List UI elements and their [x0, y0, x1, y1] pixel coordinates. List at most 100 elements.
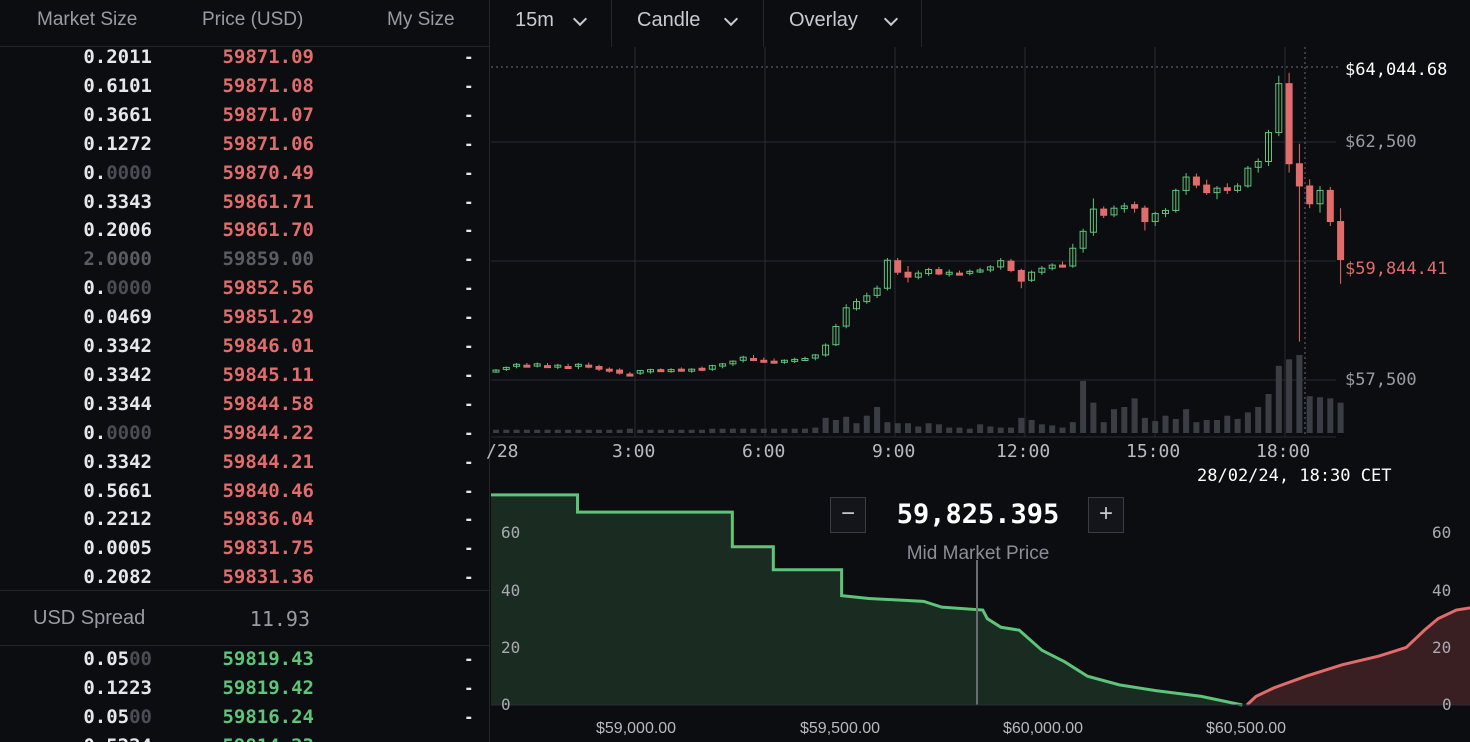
depth-y-label-left: 60 [501, 523, 521, 542]
chart-type-select[interactable]: Candle [612, 0, 764, 47]
ask-row[interactable]: 0.2006 59861.70 - [0, 216, 489, 245]
ask-row[interactable]: 0.2011 59871.09 - [0, 43, 489, 72]
chart-type-value: Candle [637, 9, 701, 31]
bid-row[interactable]: 0.0500 59819.43 - [0, 645, 489, 674]
volume-bar [1172, 418, 1179, 433]
ask-row[interactable]: 0.3342 59846.01 - [0, 332, 489, 361]
overlay-select[interactable]: Overlay [764, 0, 922, 47]
ask-row[interactable]: 0.3342 59845.11 - [0, 361, 489, 390]
zoom-in-button[interactable]: + [1088, 497, 1124, 533]
price-header[interactable]: Price (USD) [202, 9, 304, 30]
candle-body [1265, 132, 1272, 163]
candle-body [729, 360, 737, 365]
chart-toolbar: 15m Candle Overlay [491, 0, 1470, 47]
candle-body [1131, 204, 1139, 209]
volume-bar [791, 428, 798, 433]
my-size: - [465, 307, 472, 329]
interval-select[interactable]: 15m [491, 0, 612, 47]
price: 59859.00 [222, 248, 314, 271]
price: 59845.11 [222, 363, 314, 386]
volume-bar [1121, 407, 1128, 433]
candle-body [1059, 264, 1066, 268]
market-size: 0.3343 [83, 190, 152, 213]
ask-row[interactable]: 0.2082 59831.36 - [0, 563, 489, 592]
ask-row[interactable]: 0.0000 59852.56 - [0, 274, 489, 303]
depth-y-label-left: 20 [501, 638, 521, 657]
candle-body [925, 269, 933, 275]
ask-row[interactable]: 0.6101 59871.08 - [0, 72, 489, 101]
my-size: - [465, 220, 472, 242]
ask-row[interactable]: 0.3342 59844.21 - [0, 448, 489, 477]
volume-bar [771, 428, 778, 433]
chevron-down-icon [572, 11, 588, 27]
volume-bar [1141, 417, 1148, 433]
ask-row[interactable]: 0.3344 59844.58 - [0, 390, 489, 419]
market-size: 0.3661 [83, 103, 152, 126]
ask-row[interactable]: 0.0000 59844.22 - [0, 419, 489, 448]
ask-row[interactable]: 0.3343 59861.71 - [0, 188, 489, 217]
spread-value: 11.93 [249, 607, 310, 631]
volume-bar [1234, 418, 1241, 433]
volume-bar [709, 428, 716, 433]
price: 59871.07 [222, 103, 314, 126]
candle-body [997, 260, 1005, 268]
market-size-header[interactable]: Market Size [37, 9, 138, 30]
ask-row[interactable]: 2.0000 59859.00 - [0, 245, 489, 274]
ask-row[interactable]: 0.2212 59836.04 - [0, 505, 489, 534]
candle-body [698, 367, 706, 371]
depth-y-label-right: 0 [1442, 695, 1452, 714]
minus-icon: − [840, 500, 855, 527]
zoom-out-button[interactable]: − [830, 497, 866, 533]
price: 59836.04 [222, 508, 314, 531]
candle-body [708, 365, 716, 370]
volume-bar [606, 429, 613, 433]
market-size: 0.2212 [83, 508, 152, 531]
candle-body [780, 359, 788, 363]
volume-bar [832, 420, 839, 433]
candle-body [1048, 264, 1056, 269]
ask-row[interactable]: 0.3661 59871.07 - [0, 101, 489, 130]
volume-bar [1008, 427, 1014, 433]
volume-bar [1296, 355, 1303, 433]
volume-bar [1214, 420, 1220, 433]
candle-body [1234, 185, 1242, 191]
ask-row[interactable]: 0.5661 59840.46 - [0, 477, 489, 506]
bid-row[interactable]: 0.0500 59816.24 - [0, 703, 489, 732]
ask-row[interactable]: 0.0469 59851.29 - [0, 303, 489, 332]
depth-chart[interactable] [491, 488, 1470, 742]
ask-row[interactable]: 0.1272 59871.06 - [0, 130, 489, 159]
volume-bar [740, 428, 747, 433]
candle-body [1069, 247, 1077, 267]
bid-row[interactable]: 0.5224 59814.23 - [0, 732, 489, 742]
volume-bar [637, 429, 644, 433]
my-size: - [465, 336, 472, 357]
ask-row[interactable]: 0.0005 59831.75 - [0, 534, 489, 563]
bid-row[interactable]: 0.1223 59819.42 - [0, 674, 489, 703]
volume-bar [802, 428, 808, 433]
volume-bar [863, 415, 870, 433]
my-size: - [465, 451, 472, 473]
time-axis-label: 9:00 [872, 441, 916, 462]
candle-body [1038, 267, 1046, 273]
volume-bar [966, 428, 973, 433]
volume-bar [822, 417, 829, 433]
candlestick-chart[interactable] [491, 47, 1470, 488]
candle-body [1182, 176, 1190, 191]
volume-bar [977, 424, 984, 433]
price: 59831.75 [222, 537, 314, 560]
market-size: 0.3342 [83, 363, 152, 386]
ask-row[interactable]: 0.0000 59870.49 - [0, 159, 489, 188]
volume-bar [513, 429, 520, 433]
time-axis-label: 15:00 [1126, 441, 1181, 462]
volume-bar [1069, 422, 1076, 433]
my-size-header[interactable]: My Size [387, 9, 455, 30]
time-axis-label: 6:00 [742, 441, 786, 462]
candle-body [719, 363, 727, 367]
chevron-down-icon [883, 11, 899, 27]
candle-body [1285, 83, 1293, 165]
candle-body [904, 271, 912, 278]
volume-bar [729, 428, 736, 433]
market-size: 0.0000 [83, 421, 152, 444]
candle-body [883, 259, 891, 289]
volume-bar [750, 428, 757, 433]
